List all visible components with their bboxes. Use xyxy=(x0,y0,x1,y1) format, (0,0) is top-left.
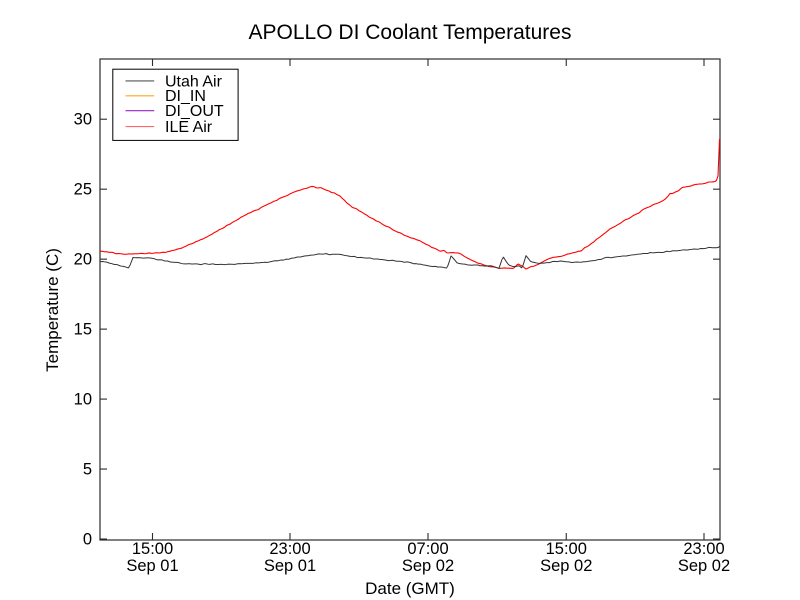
svg-text:Sep 02: Sep 02 xyxy=(540,557,592,575)
svg-text:Sep 01: Sep 01 xyxy=(126,557,178,575)
svg-text:07:00: 07:00 xyxy=(407,540,448,558)
svg-text:23:00: 23:00 xyxy=(683,540,724,558)
svg-text:Sep 02: Sep 02 xyxy=(402,557,454,575)
svg-text:Sep 02: Sep 02 xyxy=(678,557,730,575)
svg-text:5: 5 xyxy=(83,461,92,479)
svg-text:30: 30 xyxy=(74,111,92,129)
svg-text:Date (GMT): Date (GMT) xyxy=(365,579,455,598)
svg-text:ILE Air: ILE Air xyxy=(165,119,213,136)
svg-text:20: 20 xyxy=(74,251,92,269)
svg-text:15:00: 15:00 xyxy=(546,540,587,558)
svg-text:25: 25 xyxy=(74,181,92,199)
svg-text:Sep 01: Sep 01 xyxy=(264,557,316,575)
svg-text:15:00: 15:00 xyxy=(132,540,173,558)
svg-text:0: 0 xyxy=(83,531,92,549)
svg-text:Temperature (C): Temperature (C) xyxy=(43,248,62,372)
svg-text:15: 15 xyxy=(74,321,92,339)
svg-text:DI_OUT: DI_OUT xyxy=(165,103,224,120)
svg-text:23:00: 23:00 xyxy=(269,540,310,558)
svg-text:10: 10 xyxy=(74,391,92,409)
